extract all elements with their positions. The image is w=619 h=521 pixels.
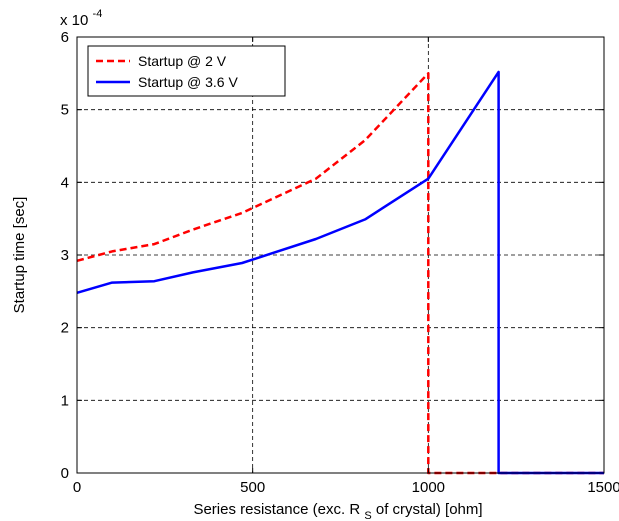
y-axis-label: Startup time [sec] [11, 197, 28, 314]
y-tick-label: 0 [61, 465, 69, 482]
y-multiplier-exponent: -4 [93, 8, 103, 20]
legend-label-series-1: Startup @ 2 V [138, 53, 227, 69]
tick-labels: 0 500 1000 1500 0 1 2 3 4 5 6 [61, 29, 619, 496]
x-axis-label: Series resistance (exc. R S of crystal) … [193, 501, 482, 521]
y-multiplier: x 10 -4 [60, 8, 102, 29]
y-tick-label: 3 [61, 247, 69, 264]
legend: Startup @ 2 V Startup @ 3.6 V [87, 45, 286, 97]
x-axis-label-sub: S [364, 510, 371, 521]
y-multiplier-base: x 10 [60, 12, 88, 29]
y-tick-label: 5 [61, 102, 69, 119]
y-tick-label: 6 [61, 29, 69, 46]
y-tick-label: 2 [61, 320, 69, 337]
ticks [76, 36, 605, 474]
x-tick-label: 1500 [587, 479, 619, 496]
x-axis-label-main: Series resistance (exc. R [193, 501, 360, 518]
legend-label-series-2: Startup @ 3.6 V [138, 74, 238, 90]
y-tick-label: 1 [61, 392, 69, 409]
x-tick-label: 1000 [412, 479, 445, 496]
legend-box [87, 45, 286, 97]
x-axis-label-tail: of crystal) [ohm] [376, 501, 483, 518]
series-line-2 [76, 70, 604, 475]
y-tick-label: 4 [61, 174, 69, 191]
x-tick-label: 500 [240, 479, 265, 496]
x-tick-label: 0 [73, 479, 81, 496]
